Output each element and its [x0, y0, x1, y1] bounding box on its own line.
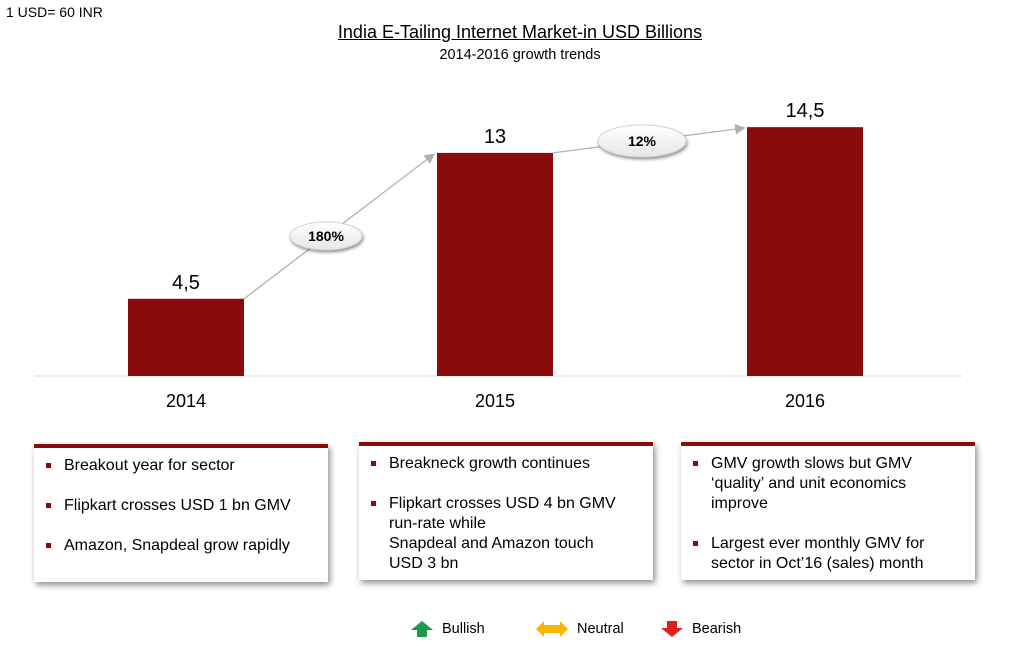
insight-box-2015: Breakneck growth continues Flipkart cross… — [359, 442, 653, 580]
legend-label: Bullish — [442, 621, 485, 637]
chart-subtitle: 2014-2016 growth trends — [439, 47, 601, 63]
bullet-text: USD 3 bn — [389, 555, 459, 572]
bullet-item: Breakneck growth continues — [369, 454, 643, 474]
bullet-item: Flipkart crosses USD 4 bn GMV run-rate wh… — [369, 494, 643, 574]
bar-value-label: 4,5 — [172, 272, 200, 294]
bullet-item: Amazon, Snapdeal grow rapidly — [44, 536, 318, 556]
bullet-text: ‘quality’ and unit economics — [711, 475, 907, 492]
chart-title: India E-Tailing Internet Market-in USD B… — [337, 22, 703, 42]
growth-callout — [289, 221, 363, 251]
legend-label: Bearish — [692, 621, 742, 637]
bullet-item: GMV growth slows but GMV ‘quality’ and un… — [691, 454, 965, 514]
legend-label: Neutral — [577, 621, 624, 637]
bullet-text: run-rate while — [389, 515, 486, 532]
bullet-text: GMV growth slows but GMV — [711, 455, 912, 472]
insight-list: Breakneck growth continues Flipkart cross… — [369, 454, 643, 574]
bar-2014 — [128, 298, 244, 376]
growth-callout — [597, 124, 687, 158]
bullet-text: Amazon, Snapdeal grow rapidly — [64, 537, 290, 554]
bar-value-label: 13 — [484, 126, 506, 148]
growth-callout-label: 12% — [628, 133, 657, 149]
growth-callout-label: 180% — [308, 228, 344, 244]
bullet-text: Flipkart crosses USD 1 bn GMV — [64, 497, 291, 514]
insight-box-2014: Breakout year for sector Flipkart crosses… — [34, 444, 328, 582]
bar-2015 — [437, 152, 553, 376]
bullet-text: Breakneck growth continues — [389, 455, 590, 472]
x-tick-label: 2014 — [166, 391, 206, 411]
bullet-text: Flipkart crosses USD 4 bn GMV — [389, 495, 616, 512]
legend-bullish: Bullish — [410, 620, 485, 638]
insight-list: Breakout year for sector Flipkart crosses… — [44, 456, 318, 556]
x-tick-label: 2015 — [475, 391, 515, 411]
bullet-text: Largest ever monthly GMV for — [711, 535, 925, 552]
bullet-item: Flipkart crosses USD 1 bn GMV — [44, 496, 318, 516]
up-arrow-icon — [411, 621, 433, 637]
insight-box-2016: GMV growth slows but GMV ‘quality’ and un… — [681, 442, 975, 580]
bullet-item: Breakout year for sector — [44, 456, 318, 476]
bar-chart: 4,5 2014 13 2015 14,5 2016 180% 12% — [34, 100, 962, 411]
left-right-arrow-icon — [536, 621, 568, 637]
currency-note: 1 USD= 60 INR — [6, 4, 103, 20]
bar-2016 — [747, 127, 863, 377]
legend-bearish: Bearish — [660, 620, 741, 638]
bullet-text: Breakout year for sector — [64, 457, 235, 474]
bullet-item: Largest ever monthly GMV for sector in Oc… — [691, 534, 965, 574]
bullet-text: Snapdeal and Amazon touch — [389, 535, 594, 552]
down-arrow-icon — [661, 621, 683, 637]
bullet-text: sector in Oct’16 (sales) month — [711, 555, 924, 572]
x-tick-label: 2016 — [785, 391, 825, 411]
bar-value-label: 14,5 — [786, 100, 825, 122]
insight-list: GMV growth slows but GMV ‘quality’ and un… — [691, 454, 965, 574]
bullet-text: improve — [711, 495, 768, 512]
legend-neutral: Neutral — [535, 620, 624, 638]
